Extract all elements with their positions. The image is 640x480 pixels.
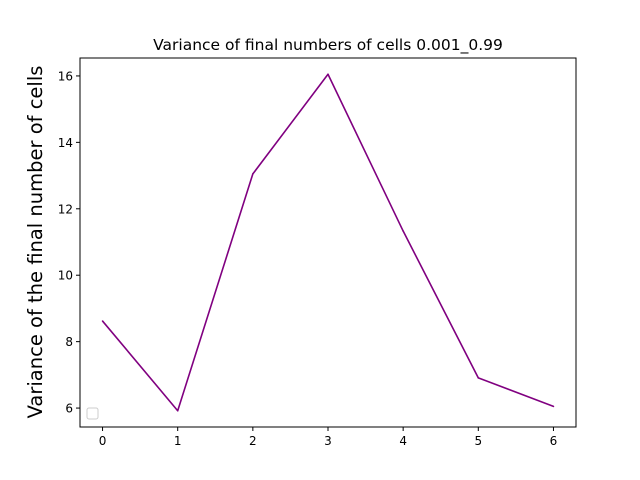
x-axis: 0 1 2 3 4 5 6 xyxy=(99,427,558,448)
chart-title: Variance of final numbers of cells 0.001… xyxy=(153,36,503,55)
y-tick-label: 12 xyxy=(58,202,73,216)
data-point xyxy=(176,409,179,412)
data-point xyxy=(402,230,404,232)
y-tick-label: 16 xyxy=(58,69,73,83)
x-tick-label: 2 xyxy=(249,434,257,448)
x-tick-label: 3 xyxy=(324,434,332,448)
y-axis-label: Variance of the final number of cells xyxy=(24,66,47,419)
legend-box xyxy=(86,407,99,420)
x-tick-label: 0 xyxy=(99,434,107,448)
data-point xyxy=(477,377,480,379)
data-point xyxy=(252,173,254,175)
plot-area xyxy=(80,58,576,427)
y-tick-label: 6 xyxy=(65,402,73,416)
data-point xyxy=(327,73,329,76)
x-tick-label: 4 xyxy=(399,434,407,448)
plot-frame xyxy=(79,57,577,428)
x-tick-label: 5 xyxy=(474,434,482,448)
data-point xyxy=(101,320,104,322)
y-axis: 6 8 10 12 14 16 xyxy=(58,69,80,416)
series-layer xyxy=(101,73,555,412)
y-tick-label: 10 xyxy=(58,269,73,283)
x-tick-label: 1 xyxy=(174,434,182,448)
y-tick-label: 8 xyxy=(65,335,73,349)
x-tick-label: 6 xyxy=(550,434,558,448)
y-tick-label: 14 xyxy=(58,136,73,150)
data-point xyxy=(552,405,555,408)
